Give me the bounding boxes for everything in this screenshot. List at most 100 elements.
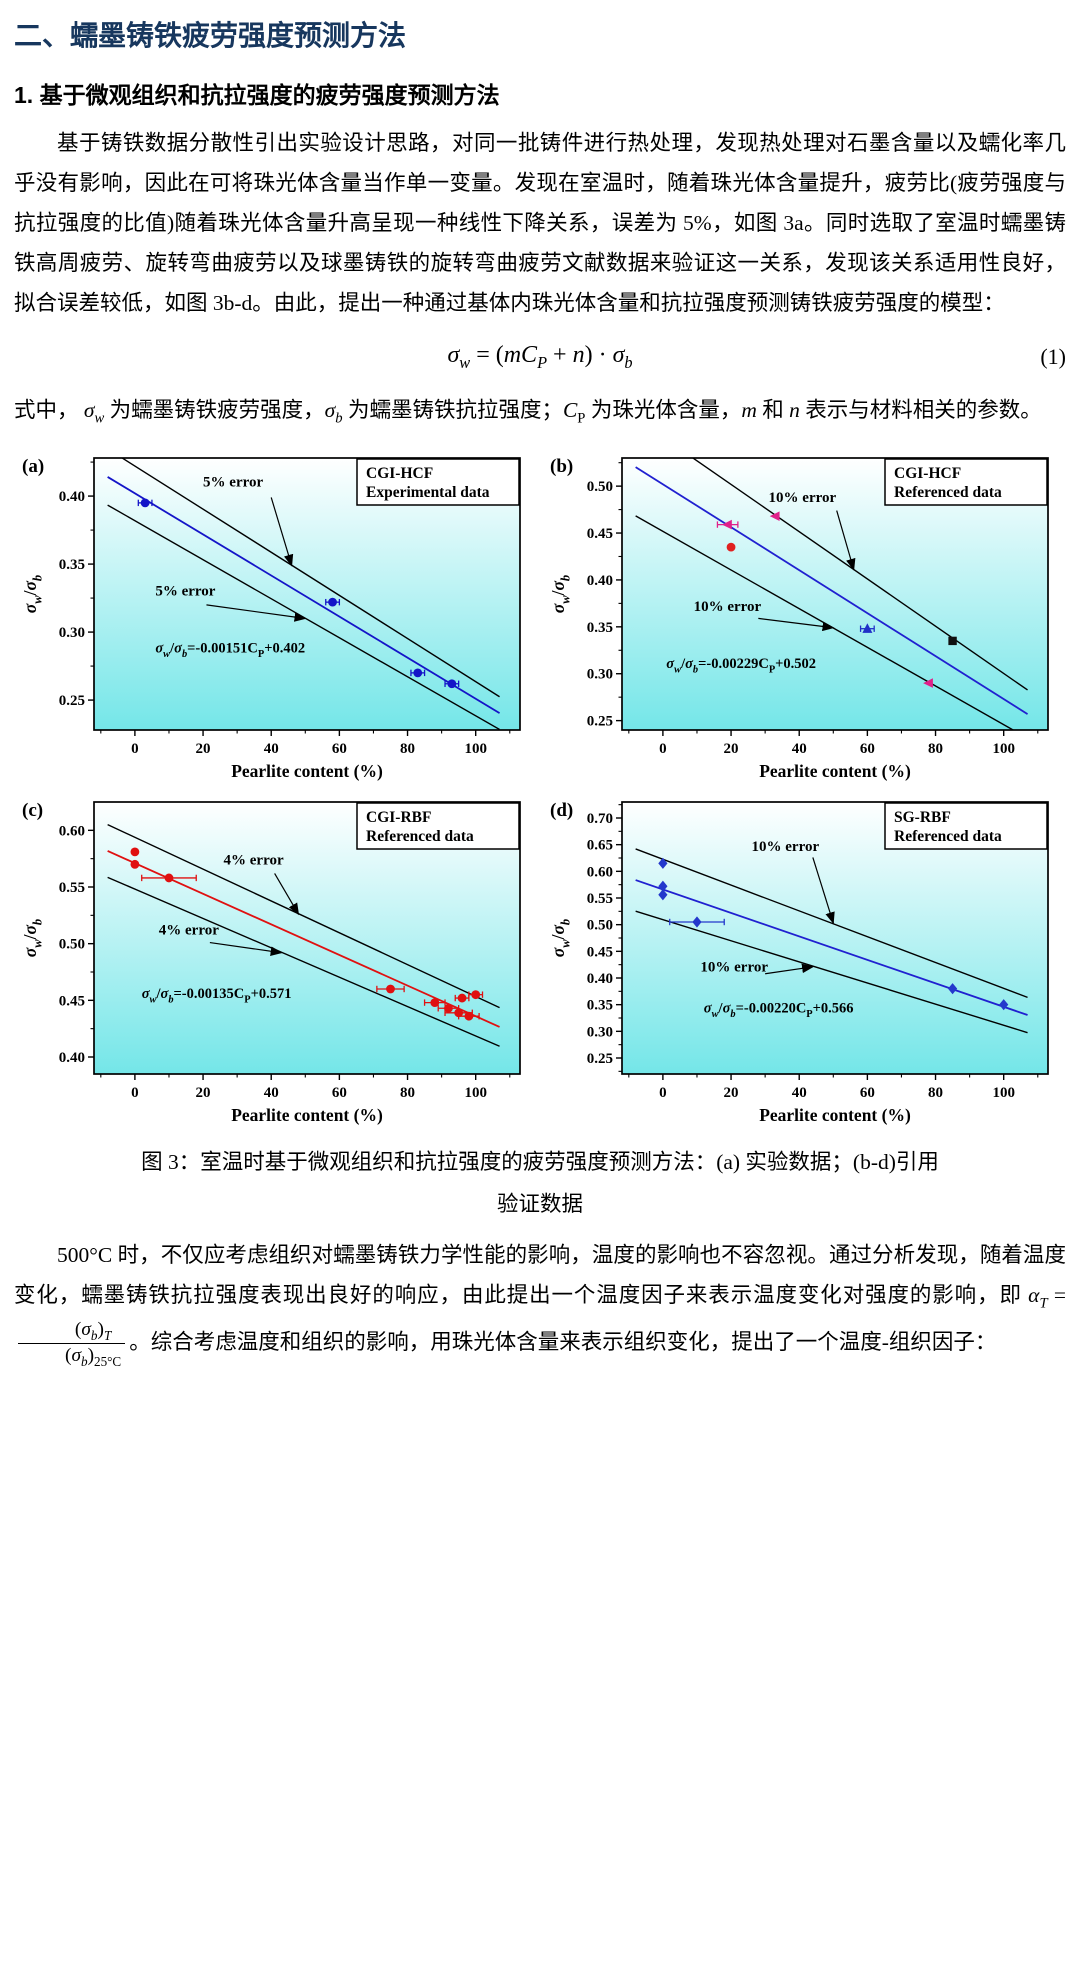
svg-text:0.45: 0.45 bbox=[587, 945, 613, 961]
svg-text:40: 40 bbox=[792, 741, 807, 757]
svg-text:0.30: 0.30 bbox=[587, 1025, 613, 1041]
chart-b-cgi-hcf-referenced: 0 20 40 60 80 100 0.25 0.30 0.35 0.40 0.45 0.50 Pear… bbox=[546, 446, 1062, 787]
svg-text:0: 0 bbox=[659, 1085, 667, 1101]
svg-text:0.40: 0.40 bbox=[59, 1050, 85, 1066]
equation-1: σw = (mCP + n) · σb bbox=[447, 341, 633, 372]
svg-text:SG-RBF: SG-RBF bbox=[894, 809, 951, 826]
svg-text:(c): (c) bbox=[22, 800, 43, 821]
svg-text:20: 20 bbox=[196, 1085, 211, 1101]
paragraph-temperature-factor: 500°C 时，不仅应考虑组织对蠕墨铸铁力学性能的影响，温度的影响也不容忽视。通… bbox=[14, 1243, 1066, 1370]
svg-text:0.55: 0.55 bbox=[59, 880, 85, 896]
svg-text:0.30: 0.30 bbox=[59, 625, 85, 641]
svg-text:0.25: 0.25 bbox=[59, 693, 85, 709]
svg-text:0.25: 0.25 bbox=[587, 714, 613, 730]
svg-text:20: 20 bbox=[724, 741, 739, 757]
svg-text:CGI-HCF: CGI-HCF bbox=[366, 465, 433, 482]
svg-text:Experimental data: Experimental data bbox=[366, 484, 490, 501]
svg-text:80: 80 bbox=[400, 1085, 415, 1101]
svg-text:0.35: 0.35 bbox=[587, 998, 613, 1014]
svg-text:100: 100 bbox=[992, 1085, 1015, 1101]
svg-text:0.30: 0.30 bbox=[587, 667, 613, 683]
svg-text:σw/σb=-0.00220CP+0.566: σw/σb=-0.00220CP+0.566 bbox=[704, 1001, 854, 1020]
figure-3-chart-grid: 0 20 40 60 80 100 0.25 0.30 0.35 0.40 Pearlite con… bbox=[14, 446, 1066, 1131]
svg-text:(d): (d) bbox=[550, 800, 573, 821]
svg-text:0.25: 0.25 bbox=[587, 1051, 613, 1067]
svg-text:10% error: 10% error bbox=[700, 960, 768, 976]
svg-text:0: 0 bbox=[659, 741, 667, 757]
equation-1-number: (1) bbox=[1040, 343, 1067, 369]
svg-text:(a): (a) bbox=[22, 456, 44, 477]
svg-text:σw/σb: σw/σb bbox=[548, 919, 572, 957]
svg-text:0.55: 0.55 bbox=[587, 891, 613, 907]
svg-text:CGI-HCF: CGI-HCF bbox=[894, 465, 961, 482]
svg-text:Pearlite content (%): Pearlite content (%) bbox=[231, 1105, 383, 1125]
svg-text:Pearlite content (%): Pearlite content (%) bbox=[231, 761, 383, 781]
svg-text:σw/σb=-0.00151CP+0.402: σw/σb=-0.00151CP+0.402 bbox=[155, 641, 305, 660]
svg-text:Pearlite content (%): Pearlite content (%) bbox=[759, 761, 911, 781]
svg-text:0: 0 bbox=[131, 1085, 139, 1101]
svg-text:0.35: 0.35 bbox=[59, 557, 85, 573]
svg-text:60: 60 bbox=[332, 741, 347, 757]
svg-text:0.65: 0.65 bbox=[587, 838, 613, 854]
svg-text:20: 20 bbox=[724, 1085, 739, 1101]
svg-text:σw/σb: σw/σb bbox=[20, 575, 44, 613]
svg-text:0: 0 bbox=[131, 741, 139, 757]
figure-3: 0 20 40 60 80 100 0.25 0.30 0.35 0.40 Pearlite con… bbox=[14, 446, 1066, 1226]
figure-3-caption-line-1: 图 3：室温时基于微观组织和抗拉强度的疲劳强度预测方法：(a) 实验数据；(b-… bbox=[141, 1150, 939, 1175]
svg-text:CGI-RBF: CGI-RBF bbox=[366, 809, 431, 826]
svg-text:0.60: 0.60 bbox=[59, 824, 85, 840]
svg-text:0.35: 0.35 bbox=[587, 620, 613, 636]
svg-text:Pearlite content (%): Pearlite content (%) bbox=[759, 1105, 911, 1125]
chart-a-cgi-hcf-experimental: 0 20 40 60 80 100 0.25 0.30 0.35 0.40 Pearlite con… bbox=[18, 446, 534, 787]
svg-text:10% error: 10% error bbox=[769, 490, 837, 506]
figure-3-caption-line-2: 验证数据 bbox=[496, 1192, 583, 1217]
svg-text:σw/σb: σw/σb bbox=[548, 575, 572, 613]
chart-c-cgi-rbf-referenced: 0 20 40 60 80 100 0.40 0.45 0.50 0.55 0.60 Pearlite… bbox=[18, 790, 534, 1131]
equation-1-spacer-right: (1) bbox=[633, 344, 1066, 371]
svg-text:100: 100 bbox=[464, 741, 487, 757]
svg-text:0.50: 0.50 bbox=[587, 479, 613, 495]
svg-text:0.60: 0.60 bbox=[587, 865, 613, 881]
section-heading: 二、蠕墨铸铁疲劳强度预测方法 bbox=[14, 20, 407, 51]
svg-text:0.50: 0.50 bbox=[59, 937, 85, 953]
subsection-heading: 1. 基于微观组织和抗拉强度的疲劳强度预测方法 bbox=[14, 82, 500, 108]
svg-text:80: 80 bbox=[928, 741, 943, 757]
svg-text:Referenced data: Referenced data bbox=[366, 828, 474, 845]
svg-text:100: 100 bbox=[464, 1085, 487, 1101]
svg-text:10% error: 10% error bbox=[694, 599, 762, 615]
document-page: 二、蠕墨铸铁疲劳强度预测方法 1. 基于微观组织和抗拉强度的疲劳强度预测方法 基… bbox=[14, 20, 1066, 1370]
svg-text:0.40: 0.40 bbox=[59, 489, 85, 505]
svg-text:0.40: 0.40 bbox=[587, 971, 613, 987]
svg-text:σw/σb=-0.00229CP+0.502: σw/σb=-0.00229CP+0.502 bbox=[666, 656, 816, 675]
svg-text:20: 20 bbox=[196, 741, 211, 757]
svg-text:0.50: 0.50 bbox=[587, 918, 613, 934]
svg-text:0.45: 0.45 bbox=[587, 526, 613, 542]
figure-3-caption: 图 3：室温时基于微观组织和抗拉强度的疲劳强度预测方法：(a) 实验数据；(b-… bbox=[14, 1142, 1066, 1226]
svg-text:60: 60 bbox=[860, 741, 875, 757]
svg-text:40: 40 bbox=[792, 1085, 807, 1101]
svg-text:40: 40 bbox=[264, 1085, 279, 1101]
svg-text:80: 80 bbox=[400, 741, 415, 757]
svg-text:4% error: 4% error bbox=[159, 923, 219, 939]
svg-text:σw/σb=-0.00135CP+0.571: σw/σb=-0.00135CP+0.571 bbox=[142, 986, 292, 1005]
paragraph-symbol-definitions: 式中， σw 为蠕墨铸铁疲劳强度，σb 为蠕墨铸铁抗拉强度；CP 为珠光体含量，… bbox=[14, 397, 1042, 427]
svg-text:5% error: 5% error bbox=[203, 475, 263, 491]
svg-text:80: 80 bbox=[928, 1085, 943, 1101]
svg-text:(b): (b) bbox=[550, 456, 573, 477]
svg-text:100: 100 bbox=[992, 741, 1015, 757]
svg-text:4% error: 4% error bbox=[224, 853, 284, 869]
svg-text:40: 40 bbox=[264, 741, 279, 757]
svg-text:σw/σb: σw/σb bbox=[20, 919, 44, 957]
svg-text:0.45: 0.45 bbox=[59, 994, 85, 1010]
svg-text:10% error: 10% error bbox=[752, 839, 820, 855]
svg-text:0.40: 0.40 bbox=[587, 573, 613, 589]
svg-text:Referenced data: Referenced data bbox=[894, 828, 1002, 845]
svg-text:Referenced data: Referenced data bbox=[894, 484, 1002, 501]
chart-d-sg-rbf-referenced: 0 20 40 60 80 100 0.25 0.30 0.35 0.40 0.45 0.50 0.55… bbox=[546, 790, 1062, 1131]
svg-text:0.70: 0.70 bbox=[587, 811, 613, 827]
paragraph-experiment-design: 基于铸铁数据分散性引出实验设计思路，对同一批铸件进行热处理，发现热处理对石墨含量… bbox=[14, 131, 1066, 315]
svg-text:60: 60 bbox=[332, 1085, 347, 1101]
svg-text:60: 60 bbox=[860, 1085, 875, 1101]
svg-text:5% error: 5% error bbox=[155, 584, 215, 600]
equation-1-row: σw = (mCP + n) · σb (1) bbox=[14, 342, 1066, 373]
